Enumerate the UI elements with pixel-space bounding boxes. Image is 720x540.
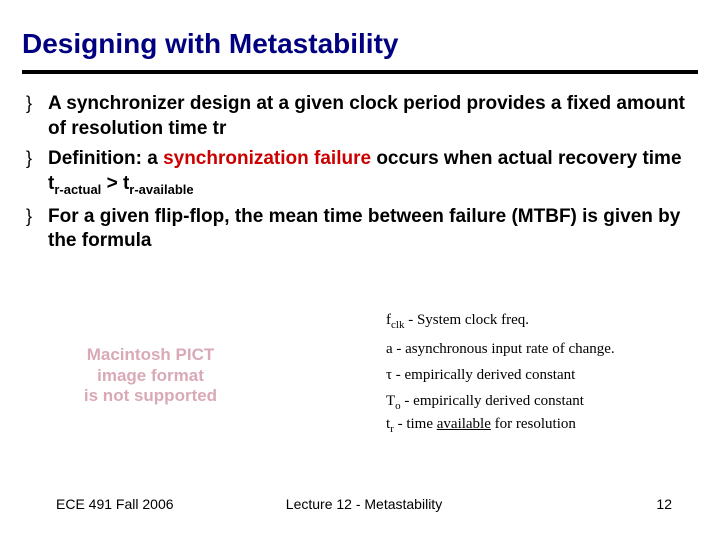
- placeholder-line: Macintosh PICT: [87, 345, 215, 364]
- subscript: r-actual: [54, 182, 101, 197]
- bullet-item: } For a given flip-flop, the mean time b…: [26, 205, 698, 254]
- legend-line: a - asynchronous input rate of change.: [386, 339, 708, 359]
- legend-desc: - time: [394, 416, 437, 432]
- footer-page-number: 12: [467, 496, 672, 512]
- subscript: clk: [391, 319, 404, 331]
- missing-image-placeholder: Macintosh PICT image format is not suppo…: [48, 332, 253, 420]
- bullet-text: A synchronizer design at a given clock p…: [48, 92, 698, 141]
- bullet-item: } Definition: a synchronization failure …: [26, 147, 698, 198]
- text-segment: Definition: a: [48, 148, 163, 169]
- highlighted-term: synchronization failure: [163, 148, 371, 169]
- legend-definitions: fclk - System clock freq. a - asynchrono…: [386, 310, 708, 443]
- bullet-glyph-icon: }: [26, 147, 48, 170]
- footer-left: ECE 491 Fall 2006: [56, 496, 261, 512]
- slide-title: Designing with Metastability: [22, 28, 698, 60]
- slide-footer: ECE 491 Fall 2006 Lecture 12 - Metastabi…: [0, 496, 720, 512]
- placeholder-line: is not supported: [84, 386, 217, 405]
- underlined-word: available: [437, 416, 491, 432]
- subscript: r-available: [129, 182, 193, 197]
- title-underline: [22, 70, 698, 74]
- legend-line: To - empirically derived constant tr - t…: [386, 391, 708, 437]
- placeholder-line: image format: [97, 366, 204, 385]
- legend-line: fclk - System clock freq.: [386, 310, 708, 333]
- bullet-glyph-icon: }: [26, 92, 48, 115]
- bullet-text: For a given flip-flop, the mean time bet…: [48, 205, 698, 254]
- bullet-text: Definition: a synchronization failure oc…: [48, 147, 698, 198]
- text-segment: > t: [101, 173, 129, 194]
- legend-desc: - System clock freq.: [404, 312, 529, 328]
- legend-symbol: T: [386, 393, 395, 409]
- legend-desc: - empirically derived constant: [401, 393, 584, 409]
- bullet-glyph-icon: }: [26, 205, 48, 228]
- bullet-list: } A synchronizer design at a given clock…: [22, 92, 698, 254]
- bullet-item: } A synchronizer design at a given clock…: [26, 92, 698, 141]
- legend-line: τ - empirically derived constant: [386, 365, 708, 385]
- legend-desc: for resolution: [491, 416, 576, 432]
- footer-center: Lecture 12 - Metastability: [261, 496, 466, 512]
